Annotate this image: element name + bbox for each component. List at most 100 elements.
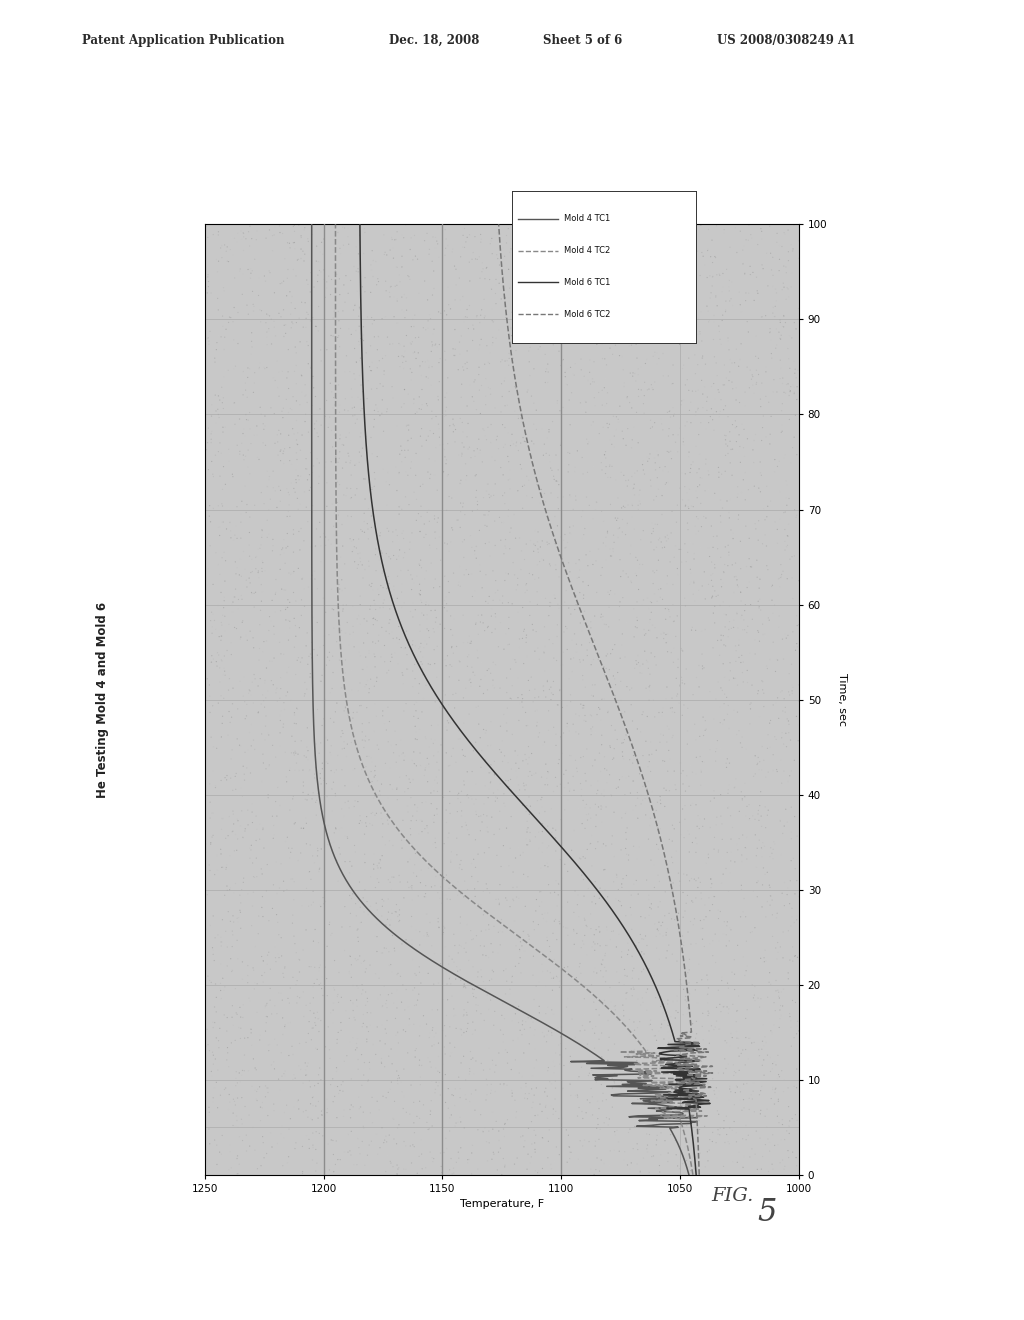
Point bbox=[682, 282, 698, 304]
Point bbox=[776, 760, 793, 781]
Point bbox=[675, 1154, 691, 1175]
Point bbox=[446, 256, 463, 277]
Point bbox=[298, 808, 314, 829]
Point bbox=[657, 598, 674, 619]
Point bbox=[419, 605, 435, 626]
Point bbox=[349, 791, 366, 812]
Point bbox=[746, 975, 763, 997]
Point bbox=[624, 677, 640, 698]
Point bbox=[429, 999, 445, 1020]
Point bbox=[642, 444, 658, 465]
Point bbox=[240, 304, 256, 325]
Point bbox=[453, 883, 469, 904]
Point bbox=[483, 446, 500, 467]
Point bbox=[628, 870, 644, 891]
Point bbox=[556, 238, 572, 259]
Point bbox=[434, 892, 451, 913]
Point bbox=[774, 374, 791, 395]
Point bbox=[686, 1159, 702, 1180]
Point bbox=[258, 758, 274, 779]
Point bbox=[423, 601, 439, 622]
Point bbox=[599, 788, 615, 809]
Point bbox=[647, 616, 664, 638]
Point bbox=[551, 970, 567, 991]
Point bbox=[587, 675, 603, 696]
Point bbox=[258, 1143, 274, 1164]
Point bbox=[684, 380, 700, 401]
Point bbox=[788, 977, 805, 998]
Point bbox=[346, 536, 362, 557]
Point bbox=[482, 379, 499, 400]
Point bbox=[752, 997, 768, 1018]
Point bbox=[321, 529, 337, 550]
Point bbox=[762, 337, 778, 358]
Point bbox=[662, 223, 678, 244]
Point bbox=[617, 767, 634, 788]
Point bbox=[287, 636, 303, 657]
Point bbox=[594, 837, 610, 858]
Point bbox=[616, 496, 633, 517]
Point bbox=[540, 903, 556, 924]
Point bbox=[359, 306, 376, 327]
Point bbox=[482, 990, 499, 1011]
Point bbox=[445, 562, 462, 583]
Point bbox=[521, 605, 538, 626]
Point bbox=[311, 251, 328, 272]
Point bbox=[734, 851, 751, 873]
Point bbox=[670, 684, 686, 705]
Point bbox=[415, 647, 431, 668]
Point bbox=[714, 813, 730, 834]
Point bbox=[338, 451, 354, 473]
Point bbox=[617, 838, 634, 859]
Point bbox=[729, 1027, 745, 1048]
Point bbox=[337, 775, 353, 796]
Point bbox=[718, 924, 734, 945]
Point bbox=[506, 960, 522, 981]
Point bbox=[293, 817, 309, 838]
Point bbox=[588, 550, 604, 572]
Point bbox=[408, 635, 424, 656]
Point bbox=[617, 524, 634, 545]
Point bbox=[737, 1039, 754, 1060]
Point bbox=[403, 878, 420, 899]
Point bbox=[787, 1104, 804, 1125]
Point bbox=[534, 479, 550, 500]
Point bbox=[412, 1090, 428, 1111]
Point bbox=[577, 1005, 593, 1026]
Point bbox=[511, 242, 527, 263]
Point bbox=[346, 1154, 362, 1175]
Point bbox=[602, 737, 618, 758]
Point bbox=[426, 942, 442, 964]
Point bbox=[234, 952, 251, 973]
Point bbox=[587, 272, 603, 293]
Point bbox=[305, 1135, 322, 1156]
Point bbox=[528, 975, 545, 997]
Point bbox=[289, 429, 305, 450]
Point bbox=[692, 775, 709, 796]
Point bbox=[523, 430, 540, 451]
Point bbox=[487, 603, 504, 624]
Point bbox=[598, 916, 614, 937]
Point bbox=[718, 752, 734, 774]
Point bbox=[672, 334, 688, 355]
Point bbox=[703, 873, 720, 894]
Point bbox=[653, 623, 670, 644]
Point bbox=[594, 459, 610, 480]
Point bbox=[499, 890, 515, 911]
Point bbox=[551, 566, 567, 587]
Point bbox=[384, 228, 400, 249]
Point bbox=[613, 907, 630, 928]
Point bbox=[676, 863, 692, 884]
Point bbox=[350, 927, 367, 948]
Point bbox=[365, 579, 381, 601]
Point bbox=[641, 958, 657, 979]
Point bbox=[232, 628, 249, 649]
Point bbox=[582, 1012, 598, 1034]
Point bbox=[740, 282, 757, 304]
Point bbox=[461, 437, 477, 458]
Point bbox=[377, 1056, 393, 1077]
Point bbox=[458, 941, 474, 962]
Point bbox=[732, 1077, 749, 1098]
Point bbox=[658, 632, 675, 653]
Point bbox=[585, 717, 601, 738]
